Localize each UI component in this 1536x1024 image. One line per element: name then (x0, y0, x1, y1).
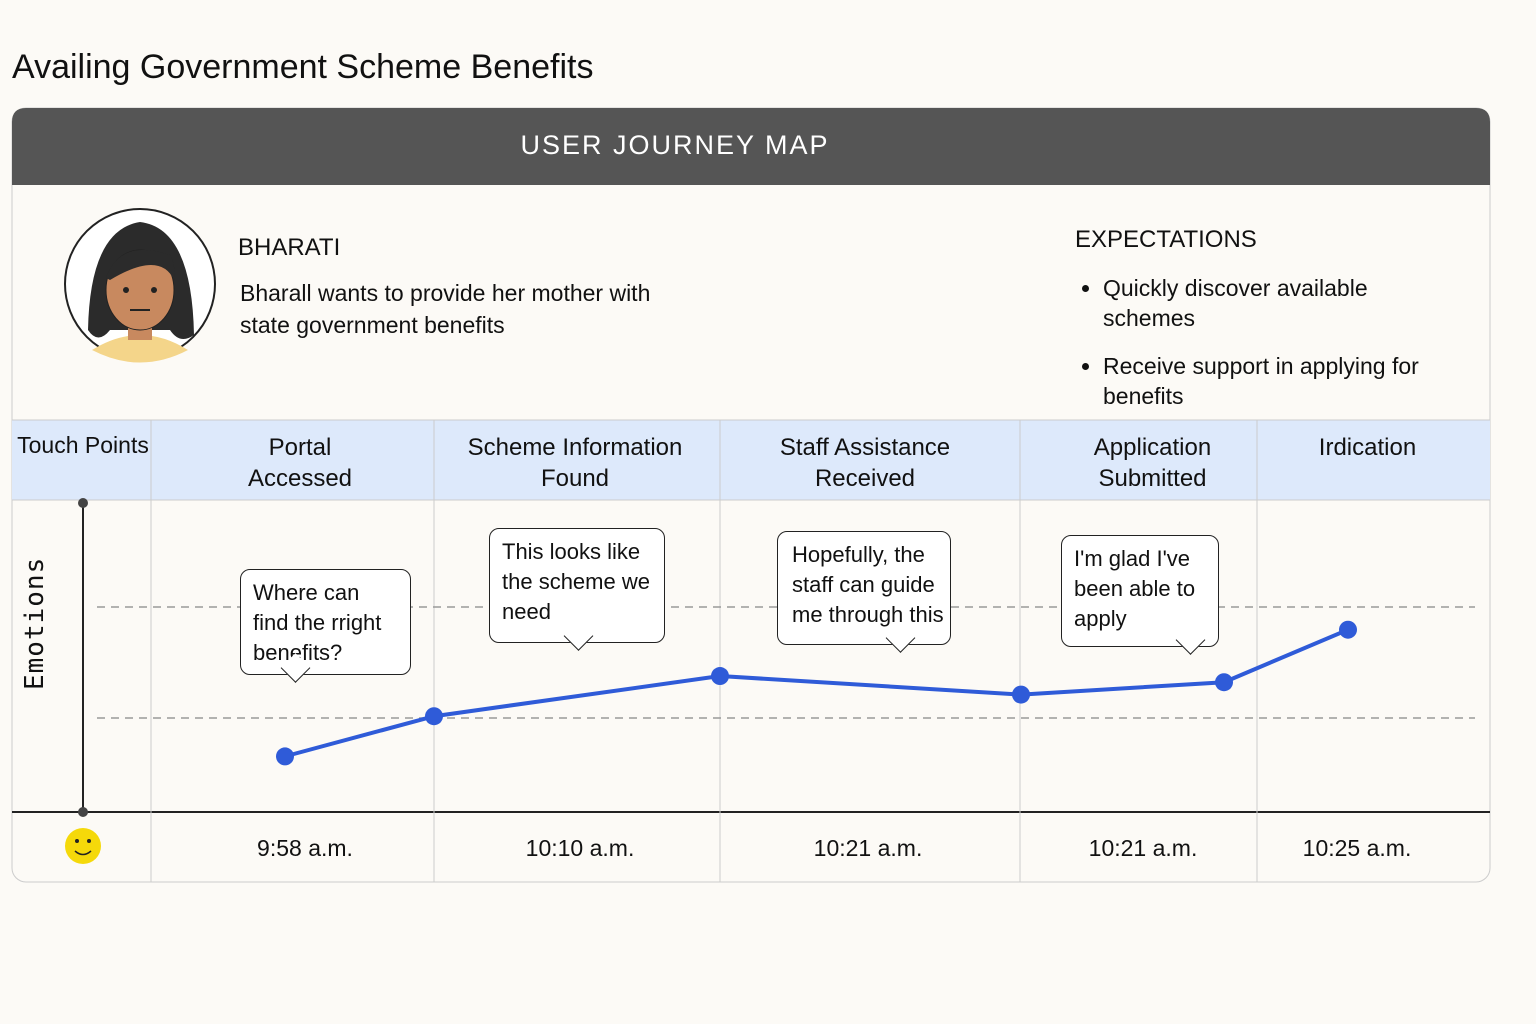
column-dividers (150, 420, 1258, 882)
expectation: Quickly discover available schemes (1103, 273, 1423, 333)
touch-points-label: Touch Points (17, 432, 149, 458)
stage: Staff Assistance Received (779, 434, 951, 492)
time: 9:58 a.m. (257, 835, 353, 861)
axis-end (78, 807, 88, 817)
time: 10:21 a.m. (813, 835, 923, 861)
quote-bubble: This looks like the scheme we need (489, 528, 665, 651)
emotion-point (1215, 673, 1233, 692)
emotion-point (425, 707, 443, 726)
quote-bubble: Where can find the rright benefits? (240, 569, 411, 683)
time: 10:21 a.m. (1088, 835, 1198, 861)
stage: Irdication (1318, 434, 1417, 461)
quote: Hopefully, the staff can guide me throug… (792, 542, 944, 627)
expectations-title: EXPECTATIONS (1075, 226, 1257, 253)
emotions-label: Emotions (20, 556, 50, 690)
expectations-list: Quickly discover available schemes Recei… (1080, 273, 1423, 429)
page-title: Availing Government Scheme Benefits (12, 48, 594, 86)
quote-bubble: Hopefully, the staff can guide me throug… (777, 531, 951, 653)
time: 10:10 a.m. (525, 835, 635, 861)
emotion-point (1339, 620, 1357, 639)
emotion-point (711, 667, 729, 686)
axis-end (78, 498, 88, 508)
quote: Where can find the rright benefits? (253, 580, 382, 665)
stage: Application Submitted (1093, 434, 1212, 492)
map-header: USER JOURNEY MAP (520, 130, 830, 160)
time: 10:25 a.m. (1302, 835, 1412, 861)
emotion-point (1012, 685, 1030, 704)
emotion-point (276, 747, 294, 766)
stage: Portal Accessed (247, 434, 353, 492)
avatar (64, 208, 216, 363)
touchpoint-row (12, 420, 1490, 500)
emotion-line (284, 627, 1349, 759)
smiley (65, 828, 101, 864)
header-bar (12, 108, 1490, 185)
quote: This looks like the scheme we need (502, 539, 650, 624)
stage: Scheme Information Found (467, 434, 683, 492)
expectation: Receive support in applying for benefits (1103, 351, 1423, 411)
quote: I'm glad I've been able to apply (1074, 546, 1196, 631)
persona-goal: Bharall wants to provide her mother with… (240, 280, 651, 338)
persona-name: BHARATI (238, 234, 341, 261)
quote-bubble: I'm glad I've been able to apply (1061, 535, 1219, 655)
